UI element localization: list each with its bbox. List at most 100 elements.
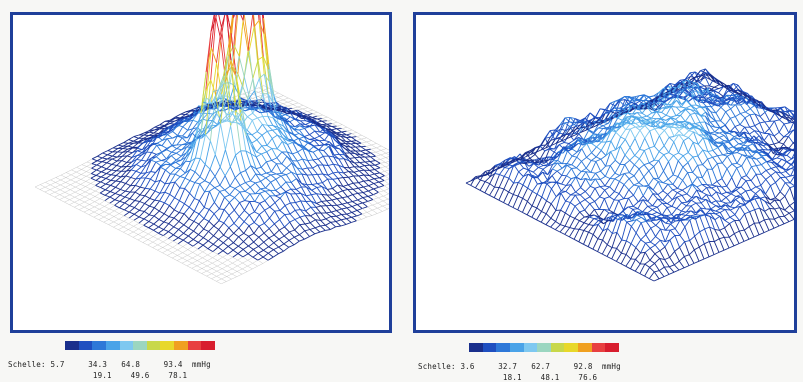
mesh-line [170,194,175,197]
mesh-line [223,251,228,254]
mesh-line [199,201,204,208]
mesh-line [567,151,572,156]
mesh-line [570,228,575,229]
mesh-line [305,223,310,224]
mesh-line [321,213,326,219]
mesh-line [289,240,294,245]
mesh-line [188,252,193,255]
mesh-line [244,242,249,246]
mesh-line [228,246,233,250]
mesh-line [649,148,654,160]
mesh-line [338,178,343,179]
mesh-line [538,178,543,184]
mesh-line [229,210,234,215]
mesh-line [378,208,383,211]
mesh-line [114,217,119,220]
mesh-line [184,214,189,219]
mesh-line [317,187,322,194]
mesh-line [266,160,271,161]
mesh-line [581,168,586,171]
mesh-line [362,135,367,138]
mesh-line [310,230,315,234]
mesh-line [331,222,336,223]
mesh-line [278,251,283,254]
mesh-line [40,185,45,188]
mesh-line [569,237,574,239]
mesh-line [235,173,240,178]
mesh-line [283,100,288,102]
mesh-line [243,263,248,266]
mesh-line [161,167,166,170]
mesh-line [351,147,356,151]
mesh-line [523,185,528,188]
mesh-line [610,179,615,187]
mesh-line [596,159,601,161]
mesh-line [328,179,333,188]
mesh-line [225,190,230,195]
mesh-line [145,198,150,203]
mesh-line [320,226,325,231]
mesh-line [105,197,110,201]
mesh-line [294,235,299,238]
mesh-line [96,172,101,176]
mesh-line [194,231,199,235]
mesh-line [624,173,629,174]
mesh-line [389,192,390,194]
mesh-line [61,173,66,176]
mesh-line [143,234,148,237]
mesh-line [205,181,210,184]
mesh-line [633,206,638,208]
mesh-line [337,198,342,199]
mesh-line [648,194,653,202]
mesh-line [636,248,641,254]
mesh-line [56,178,61,181]
mesh-line [555,230,560,232]
mesh-line [168,235,173,239]
mesh-line [102,158,107,159]
mesh-line [133,235,138,238]
mesh-line [513,195,518,197]
mesh-line [167,139,172,146]
mesh-line [82,165,87,167]
mesh-line [636,259,641,264]
mesh-line [144,135,149,136]
mesh-line [367,205,372,207]
mesh-line [626,254,631,259]
mesh-line [635,264,640,271]
mesh-line [109,211,114,214]
mesh-line [149,130,154,131]
mesh-line [184,228,189,233]
mesh-line [631,244,636,248]
mesh-line [645,267,650,276]
mesh-line [185,178,190,181]
mesh-line [74,205,79,208]
mesh-line [113,145,118,148]
mesh-line [577,161,582,168]
mesh-line [537,208,542,212]
mesh-line [95,191,100,193]
mesh-line [494,188,499,198]
mesh-line [194,211,199,213]
mesh-line [125,186,130,192]
mesh-line [622,240,627,241]
mesh-line [75,184,80,187]
mesh-line [87,159,92,162]
mesh-line [588,247,593,250]
mesh-line [389,194,390,197]
mesh-line [480,190,485,193]
mesh-line [158,248,163,251]
mesh-line [120,208,125,210]
mesh-line [129,218,134,220]
mesh-line [254,237,259,242]
mesh-line [296,201,301,203]
mesh-line [612,232,617,247]
mesh-line [177,138,182,145]
mesh-line [238,260,243,263]
mesh-line [172,152,177,153]
mesh-line [149,228,154,231]
mesh-line [270,211,275,218]
mesh-line [189,211,194,219]
mesh-line [193,120,198,122]
mesh-line [92,161,97,164]
mesh-line [82,162,87,165]
